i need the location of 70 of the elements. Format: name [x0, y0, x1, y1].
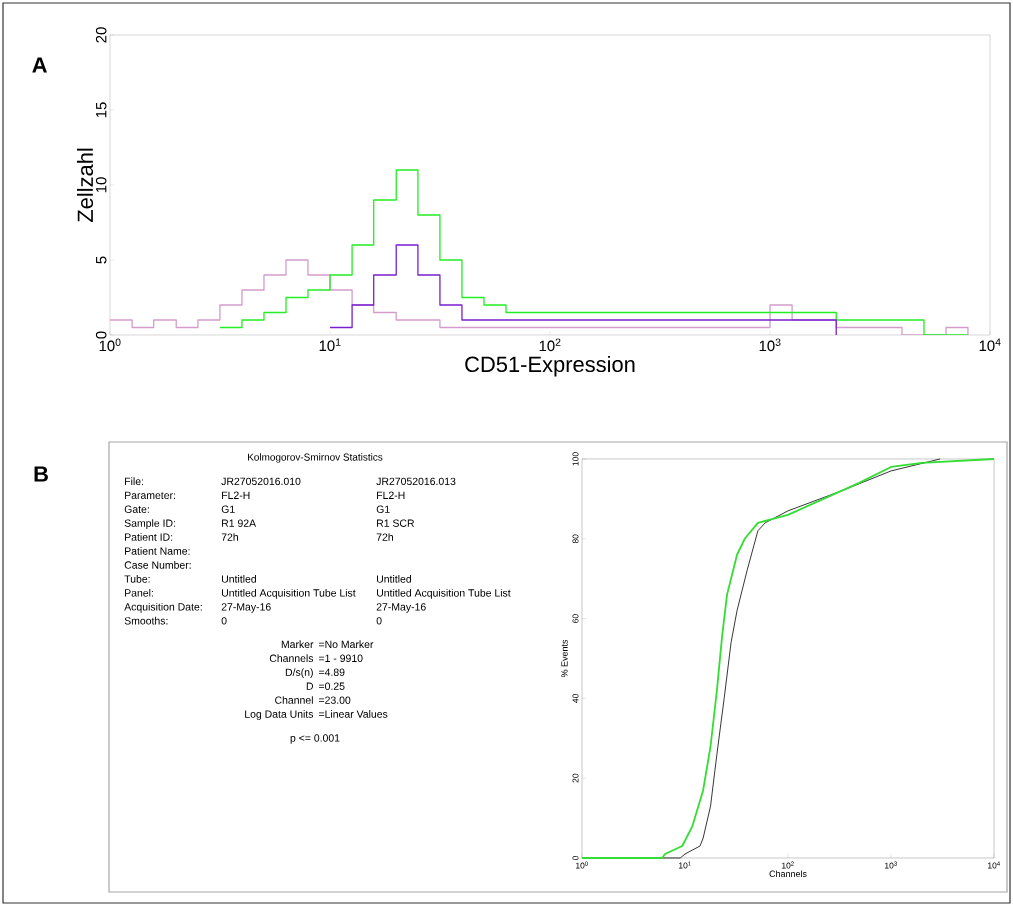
text: =23.00 — [319, 696, 351, 704]
text: Sample ID: — [124, 519, 175, 529]
text: 27-May-16 — [221, 603, 271, 613]
y-tick-label: 15 — [96, 102, 107, 118]
text: Kolmogorov-Smirnov Statistics — [248, 453, 383, 463]
text: Untitled — [377, 575, 411, 583]
x-tick-label: 10$^{1}$ — [679, 861, 691, 869]
text: Panel: — [125, 588, 153, 597]
y-tick-label: 0 — [572, 855, 579, 861]
y-axis-title: % Events — [561, 639, 568, 678]
text: Acquisition Date: — [124, 602, 202, 613]
text: 72h — [221, 533, 238, 541]
x-tick-label: 10$^{0}$ — [576, 861, 588, 869]
text: G1 — [376, 505, 390, 513]
x-tick-label: 10$^{2}$ — [539, 338, 561, 352]
text: 72h — [376, 533, 393, 541]
text: =1 - 9910 — [319, 654, 363, 663]
text: =4.89 — [319, 668, 345, 676]
text: Gate: — [124, 505, 149, 513]
text: Channel — [275, 696, 313, 704]
x-tick-label: 10$^{4}$ — [979, 338, 1001, 352]
text: Patient ID: — [125, 533, 173, 541]
text: B — [34, 466, 48, 482]
text: 27-May-16 — [376, 603, 426, 613]
y-tick-label: 80 — [572, 534, 579, 544]
y-tick-label: 20 — [572, 773, 579, 783]
y-tick-label: 40 — [572, 694, 579, 703]
text: =Linear Values — [319, 710, 388, 718]
text: FL2-H — [377, 491, 405, 499]
y-axis-title: Zellzahl — [76, 148, 94, 223]
text: JR27052016.010 — [221, 477, 301, 486]
text: Log Data Units — [245, 710, 314, 720]
text: R1 92A — [222, 519, 257, 527]
text: Untitled Acquisition Tube List — [222, 588, 356, 599]
x-tick-label: 10$^{4}$ — [988, 861, 1000, 869]
text: D/s(n) — [285, 668, 313, 679]
y-tick-label: 0 — [95, 331, 107, 339]
text: 0 — [376, 617, 382, 625]
x-tick-label: 10$^{3}$ — [759, 338, 781, 352]
text: JR27052016.013 — [376, 477, 456, 486]
text: Tube: — [124, 575, 150, 583]
text: R1 SCR — [377, 519, 415, 527]
x-tick-label: 10$^{0}$ — [99, 338, 121, 352]
x-axis-title: CD51-Expression — [465, 355, 635, 377]
y-tick-label: 60 — [572, 614, 579, 623]
y-tick-label: 10 — [95, 177, 107, 193]
text: Untitled — [222, 575, 256, 583]
y-tick-label: 20 — [95, 27, 107, 43]
text: =0.25 — [319, 682, 345, 690]
x-tick-label: 10$^{2}$ — [782, 861, 794, 869]
text: FL2-H — [222, 491, 250, 499]
text: D — [306, 682, 313, 690]
text: Parameter: — [125, 491, 175, 500]
text: File: — [125, 477, 144, 486]
y-tick-label: 5 — [96, 256, 107, 264]
text: Case Number: — [124, 561, 191, 569]
y-tick-label: 100 — [572, 452, 579, 466]
text: Patient Name: — [125, 547, 190, 555]
x-tick-label: 10$^{1}$ — [319, 338, 341, 352]
text: =No Marker — [319, 640, 374, 649]
text: Marker — [281, 640, 314, 649]
text: Smooths: — [124, 616, 168, 625]
x-tick-label: 10$^{3}$ — [885, 861, 897, 869]
text: A — [32, 57, 47, 73]
text: G1 — [221, 505, 235, 513]
text: 0 — [221, 617, 227, 625]
text: p <= 0.001 — [290, 734, 340, 744]
text: Untitled Acquisition Tube List — [377, 588, 511, 599]
text: Channels — [269, 654, 314, 663]
x-axis-title: Channels — [769, 870, 807, 877]
